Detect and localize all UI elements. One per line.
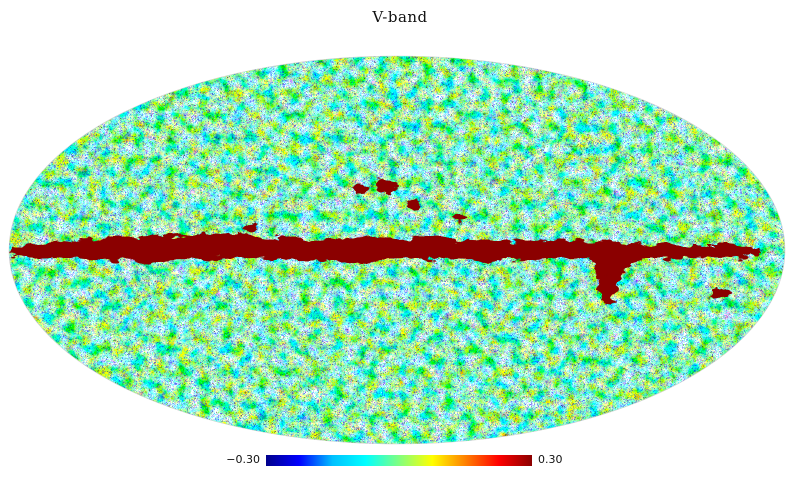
colorbar: −0.30 0.30 — [0, 453, 800, 469]
emission-blob — [353, 185, 367, 195]
map-boundary — [8, 55, 786, 445]
colorbar-max-label: 0.30 — [538, 453, 563, 466]
colorbar-gradient — [266, 455, 532, 466]
emission-blob — [710, 286, 730, 298]
emission-blob — [373, 177, 397, 193]
galactic-plane — [10, 177, 760, 302]
map-disk — [9, 56, 785, 444]
emission-blob — [454, 214, 466, 222]
colorbar-min-label: −0.30 — [226, 453, 260, 466]
emission-blob — [245, 225, 255, 231]
emission-blob — [407, 199, 423, 211]
emission-blob — [598, 274, 618, 302]
map-title: V-band — [372, 8, 428, 26]
